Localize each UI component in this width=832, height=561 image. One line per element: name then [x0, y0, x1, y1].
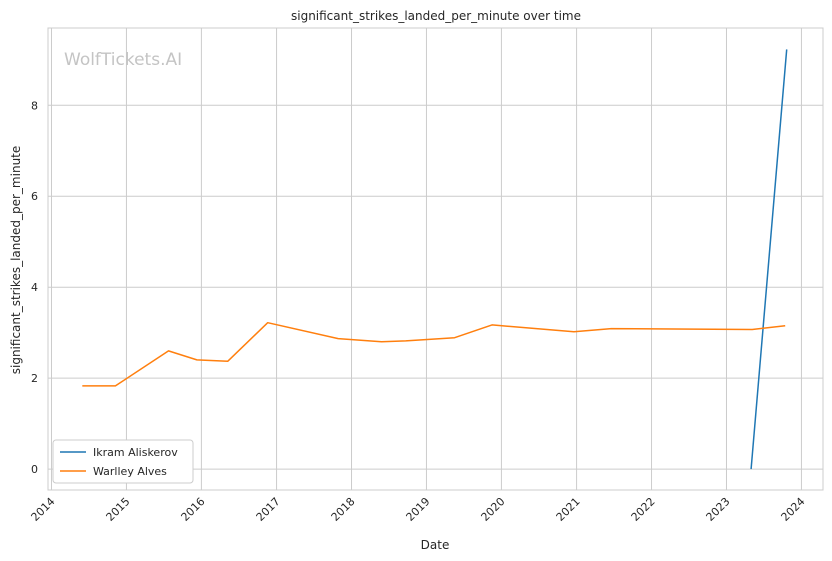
y-tick-label: 2 — [31, 372, 38, 385]
legend-box — [52, 439, 194, 484]
y-axis-title: significant_strikes_landed_per_minute — [9, 146, 23, 375]
x-tick-label: 2017 — [254, 495, 283, 524]
x-tick-label: 2021 — [554, 495, 583, 524]
x-tick-label: 2022 — [629, 495, 658, 524]
legend: Ikram Aliskerov Warlley Alves — [52, 439, 194, 484]
y-tick-label: 4 — [31, 281, 38, 294]
y-tick-label: 8 — [31, 99, 38, 112]
x-tick-label: 2019 — [404, 495, 433, 524]
y-tick-label: 0 — [31, 463, 38, 476]
x-tick-label: 2024 — [779, 495, 808, 524]
x-axis-title: Date — [421, 538, 450, 552]
x-tick-labels: 2014 2015 2016 2017 2018 2019 2020 2021 2022 2023… — [29, 495, 808, 524]
x-tick-label: 2018 — [329, 495, 358, 524]
x-tick-label: 2015 — [104, 495, 133, 524]
grid — [48, 28, 823, 490]
legend-label-ikram-aliskerov: Ikram Aliskerov — [93, 446, 178, 459]
series-lines — [82, 49, 788, 470]
y-tick-labels: 0 2 4 6 8 — [31, 99, 38, 476]
legend-label-warlley-alves: Warlley Alves — [93, 465, 167, 478]
plot-frame — [47, 27, 824, 491]
x-tick-label: 2020 — [479, 495, 508, 524]
x-tick-label: 2016 — [179, 495, 208, 524]
chart-title: significant_strikes_landed_per_minute ov… — [291, 9, 581, 23]
x-tick-label: 2023 — [704, 495, 733, 524]
x-tick-label: 2014 — [29, 495, 58, 524]
series-line-ikram-aliskerov — [750, 49, 788, 470]
series-line-warlley-alves — [82, 321, 786, 387]
y-tick-label: 6 — [31, 190, 38, 203]
watermark-text: WolfTickets.AI — [64, 50, 182, 70]
